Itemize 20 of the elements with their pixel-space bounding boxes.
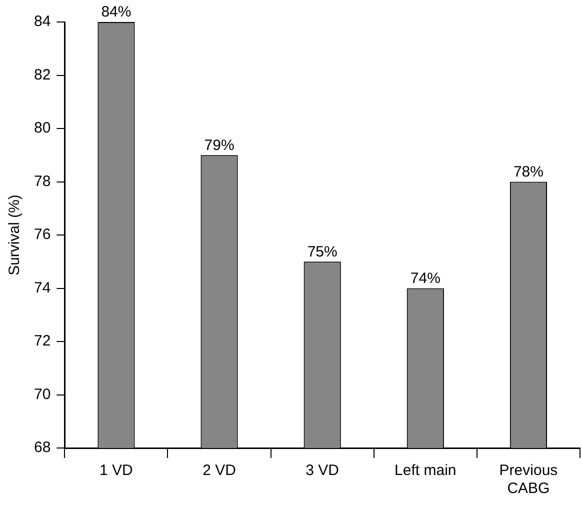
y-tick-label: 76: [34, 226, 51, 244]
data-label: 74%: [410, 270, 440, 287]
y-tick-label: 70: [34, 386, 51, 403]
x-tick-label: Previous CABG: [499, 462, 558, 498]
y-tick-label: 72: [34, 332, 51, 350]
data-label: 84%: [101, 4, 132, 21]
x-tick-label: 1 VD: [100, 462, 134, 480]
y-axis-title: Survival (%): [6, 194, 24, 276]
data-label: 75%: [307, 243, 338, 260]
y-tick-label: 82: [34, 66, 51, 84]
y-tick-label: 74: [34, 279, 51, 296]
data-label: 79%: [204, 136, 234, 154]
y-tick-label: 80: [34, 120, 51, 137]
y-tick-label: 84: [34, 13, 51, 30]
x-tick-label: 3 VD: [306, 462, 340, 480]
y-tick-label: 78: [34, 172, 51, 190]
y-tick-label: 68: [34, 439, 51, 456]
x-tick-label: Left main: [394, 462, 456, 480]
x-tick-label: 2 VD: [202, 462, 236, 480]
data-label: 78%: [513, 163, 544, 180]
